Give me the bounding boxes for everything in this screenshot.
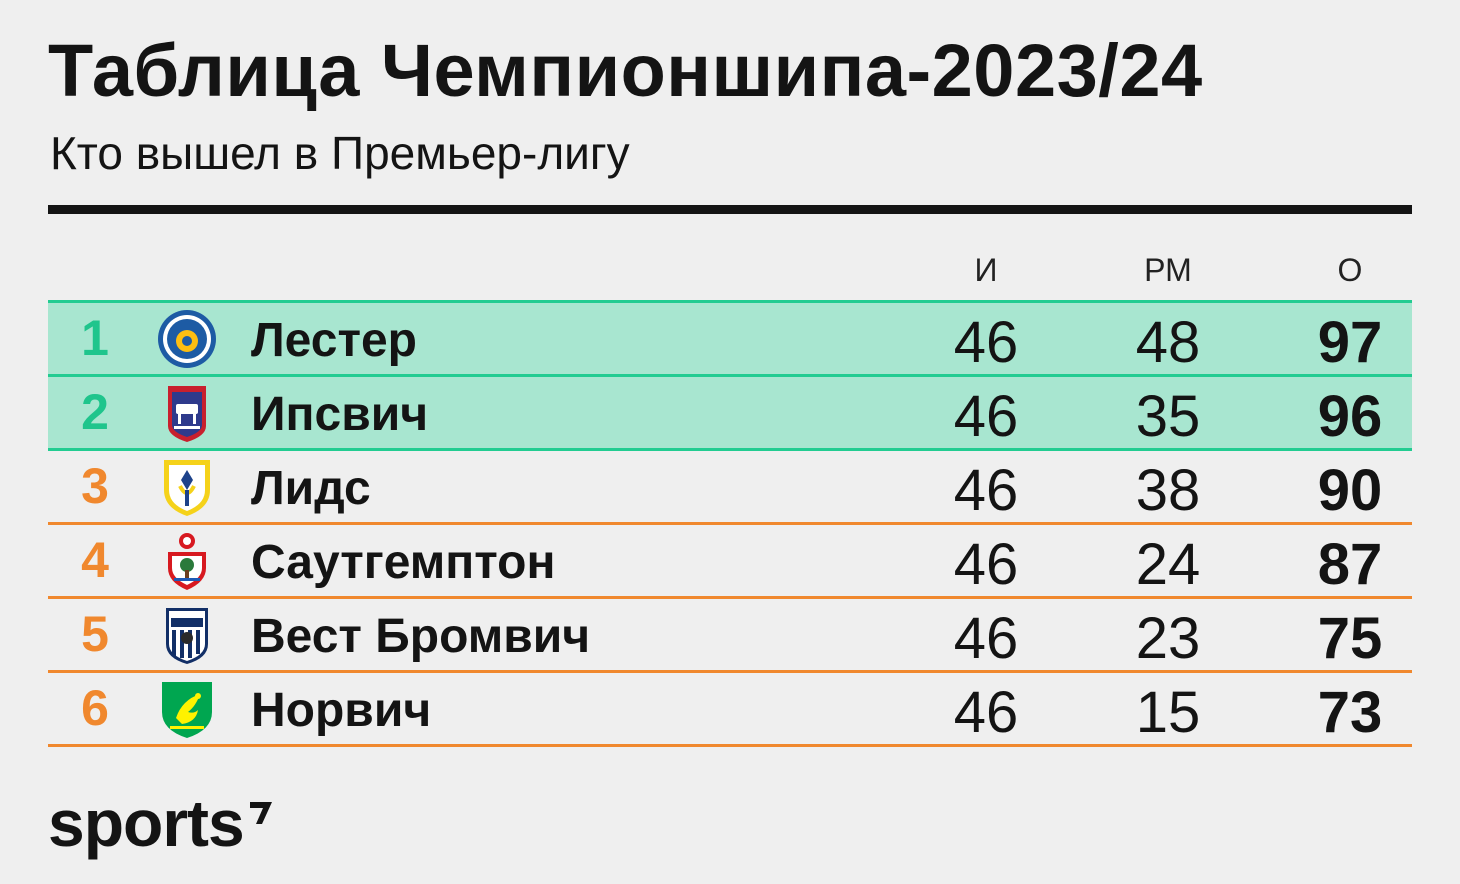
games-played: 46 <box>953 532 1019 597</box>
standings-table: 1 Лестер 46 48 97 2 Ипсвич 46 35 96 3 <box>48 300 1412 747</box>
west-brom-crest-icon <box>166 608 208 664</box>
table-row: 4 Саутгемптон 46 24 87 <box>48 525 1412 599</box>
goal-difference: 24 <box>1135 532 1201 597</box>
leicester-crest-icon <box>158 310 216 368</box>
goal-difference: 48 <box>1135 310 1201 375</box>
points: 73 <box>1317 680 1383 745</box>
games-played: 46 <box>953 310 1019 375</box>
position-number: 2 <box>81 384 109 440</box>
points: 90 <box>1317 458 1383 523</box>
southampton-crest-icon <box>168 533 206 590</box>
table-row: 5 Вест Бромвич 46 23 75 <box>48 599 1412 673</box>
table-row: 1 Лестер 46 48 97 <box>48 300 1412 377</box>
sports-logo-mark-icon <box>249 802 272 824</box>
sports-logo-text: sports <box>48 786 245 860</box>
table-row: 6 Норвич 46 15 73 <box>48 673 1412 747</box>
position-number: 1 <box>81 310 109 366</box>
column-header-goal-difference: РМ <box>1144 252 1192 288</box>
page-subtitle: Кто вышел в Премьер-лигу <box>50 127 630 179</box>
team-name: Ипсвич <box>251 388 429 441</box>
team-name: Норвич <box>251 684 432 737</box>
goal-difference: 35 <box>1135 384 1201 449</box>
team-name: Лидс <box>251 462 371 515</box>
column-header-games: И <box>974 252 998 288</box>
column-header-points: О <box>1337 252 1363 288</box>
goal-difference: 15 <box>1135 680 1201 745</box>
games-played: 46 <box>953 680 1019 745</box>
sports-logo: sports <box>48 790 276 856</box>
position-number: 6 <box>81 680 109 736</box>
position-number: 4 <box>81 532 109 588</box>
team-name: Вест Бромвич <box>251 610 591 663</box>
points: 87 <box>1317 532 1383 597</box>
norwich-crest-icon <box>162 682 212 738</box>
team-name: Саутгемптон <box>251 536 556 589</box>
goal-difference: 38 <box>1135 458 1201 523</box>
ipswich-crest-icon <box>168 386 206 442</box>
points: 96 <box>1317 384 1383 449</box>
goal-difference: 23 <box>1135 606 1201 671</box>
title-divider <box>48 205 1412 214</box>
position-number: 3 <box>81 458 109 514</box>
table-row: 2 Ипсвич 46 35 96 <box>48 377 1412 451</box>
points: 75 <box>1317 606 1383 671</box>
team-name: Лестер <box>251 314 417 367</box>
games-played: 46 <box>953 384 1019 449</box>
games-played: 46 <box>953 458 1019 523</box>
points: 97 <box>1317 310 1383 375</box>
games-played: 46 <box>953 606 1019 671</box>
position-number: 5 <box>81 606 109 662</box>
page-title: Таблица Чемпионшипа-2023/24 <box>48 29 1203 112</box>
leeds-crest-icon <box>164 460 210 516</box>
table-row: 3 Лидс 46 38 90 <box>48 451 1412 525</box>
